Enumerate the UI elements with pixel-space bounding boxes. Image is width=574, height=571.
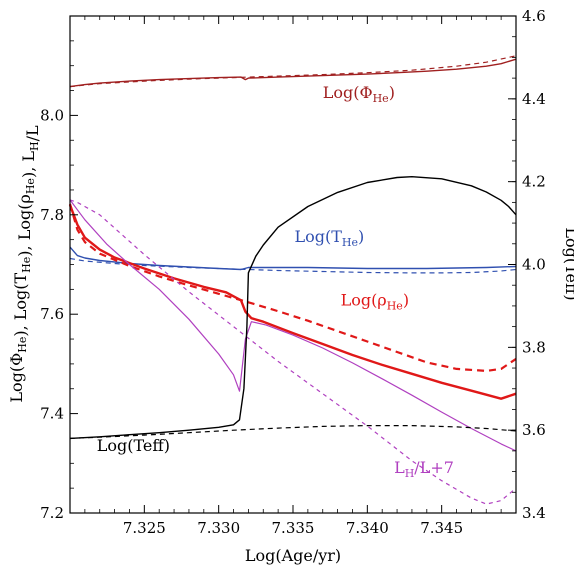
series-line-teff_solid [69, 175, 517, 440]
y-left-tick-label: 7.8 [40, 206, 64, 224]
y-right-tick-label: 4.2 [522, 173, 546, 191]
y-left-tick-label: 7.2 [40, 504, 64, 522]
y-right-tick-label: 4.6 [522, 7, 546, 25]
tick-layer [70, 15, 516, 514]
y-axis-title-left: Log(ΦHe), Log(THe), Log(ρHe), LH/L [7, 125, 42, 403]
x-axis-title: Log(Age/yr) [245, 546, 341, 565]
annotation-rho: Log(ρHe) [341, 290, 410, 312]
series-line-phi_solid [69, 58, 517, 88]
y-right-tick-label: 4.4 [522, 90, 546, 108]
y-left-tick-label: 8.0 [40, 106, 64, 124]
label-layer: 7.325 7.330 7.335 7.340 7.345 7.2 7.4 7.6 7.8 8.0… [40, 7, 546, 537]
x-tick-label: 7.340 [346, 519, 389, 537]
annotation-lh: LH/L+7 [394, 458, 454, 480]
series-line-teff_dashed [69, 425, 517, 439]
y-left-tick-label: 7.6 [40, 305, 64, 323]
y-right-tick-label: 3.6 [522, 421, 546, 439]
x-tick-label: 7.330 [197, 519, 240, 537]
y-axis-title-right: Log(Teff) [562, 227, 574, 300]
y-right-tick-label: 3.8 [522, 338, 546, 356]
annotation-the: Log(THe) [294, 227, 364, 249]
series-line-phi_dashed [69, 55, 517, 88]
y-right-tick-label: 3.4 [522, 504, 546, 522]
x-tick-label: 7.335 [272, 519, 315, 537]
x-tick-label: 7.345 [420, 519, 463, 537]
series-layer [68, 55, 517, 505]
x-tick-label: 7.325 [123, 519, 166, 537]
annotation-layer: Log(ΦHe) Log(THe) Log(ρHe) LH/L+7 Log(Teff) [97, 83, 454, 480]
y-left-tick-label: 7.4 [40, 405, 64, 423]
series-line-the_solid [69, 246, 517, 271]
series-line-rho_dashed [68, 203, 517, 372]
annotation-teff: Log(Teff) [97, 436, 170, 455]
series-line-the_dashed [69, 257, 517, 274]
y-right-tick-label: 4.0 [522, 256, 546, 274]
series-line-lh_solid [69, 199, 517, 452]
series-line-rho_solid [68, 204, 517, 400]
annotation-phi: Log(ΦHe) [323, 83, 395, 105]
